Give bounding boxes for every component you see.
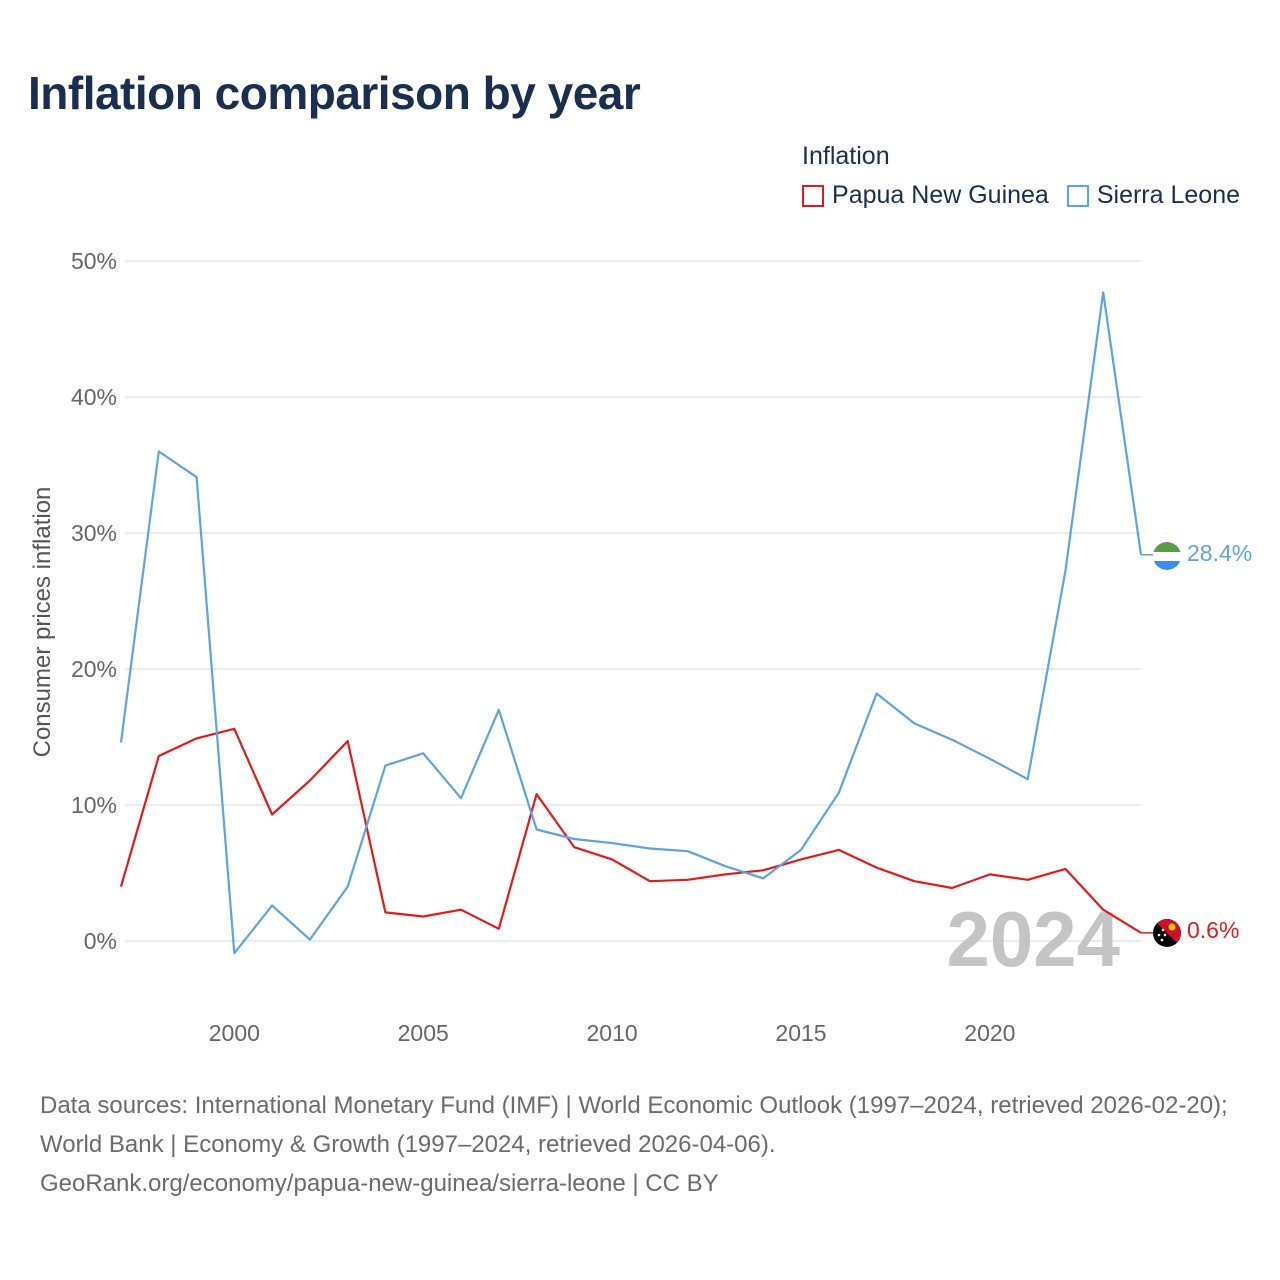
- legend: Inflation Papua New Guinea Sierra Leone: [802, 142, 1240, 210]
- data-point-papua-new-guinea[interactable]: [1097, 904, 1109, 916]
- data-point-sierra-leone[interactable]: [833, 787, 845, 799]
- data-point-papua-new-guinea[interactable]: [266, 809, 278, 821]
- data-point-sierra-leone[interactable]: [757, 872, 769, 884]
- footer: Data sources: International Monetary Fun…: [40, 1086, 1250, 1203]
- data-point-papua-new-guinea[interactable]: [115, 881, 127, 893]
- data-point-sierra-leone[interactable]: [1059, 565, 1071, 577]
- data-point-sierra-leone[interactable]: [946, 734, 958, 746]
- y-tick-label: 0%: [84, 928, 117, 954]
- legend-item-papua-new-guinea[interactable]: Papua New Guinea: [802, 181, 1049, 210]
- year-watermark: 2024: [946, 895, 1120, 983]
- data-point-papua-new-guinea[interactable]: [946, 882, 958, 894]
- data-point-sierra-leone[interactable]: [1022, 773, 1034, 785]
- y-tick-label: 50%: [71, 248, 117, 274]
- data-point-sierra-leone[interactable]: [531, 823, 543, 835]
- data-point-papua-new-guinea[interactable]: [379, 906, 391, 918]
- series-line-papua-new-guinea: [119, 727, 1142, 934]
- data-point-sierra-leone[interactable]: [606, 837, 618, 849]
- legend-label-papua-new-guinea: Papua New Guinea: [832, 181, 1049, 209]
- legend-swatch-papua-new-guinea: [802, 184, 825, 207]
- data-point-papua-new-guinea[interactable]: [908, 875, 920, 887]
- data-point-sierra-leone[interactable]: [984, 753, 996, 765]
- data-point-papua-new-guinea[interactable]: [191, 732, 203, 744]
- x-tick-label: 2020: [964, 1020, 1015, 1046]
- y-axis-title: Consumer prices inflation: [29, 487, 56, 758]
- data-point-papua-new-guinea[interactable]: [342, 735, 354, 747]
- data-point-sierra-leone[interactable]: [795, 844, 807, 856]
- flag-papua-new-guinea-icon: [1153, 919, 1181, 947]
- data-point-sierra-leone[interactable]: [1097, 286, 1109, 298]
- end-label-sierra-leone: 28.4%: [1187, 540, 1252, 566]
- data-point-sierra-leone[interactable]: [266, 900, 278, 912]
- end-markers: [1153, 542, 1181, 947]
- data-point-sierra-leone[interactable]: [908, 717, 920, 729]
- y-tick-label: 10%: [71, 792, 117, 818]
- data-point-papua-new-guinea[interactable]: [493, 923, 505, 935]
- data-point-sierra-leone[interactable]: [719, 860, 731, 872]
- legend-item-sierra-leone[interactable]: Sierra Leone: [1066, 181, 1240, 210]
- data-point-sierra-leone[interactable]: [342, 881, 354, 893]
- legend-label-sierra-leone: Sierra Leone: [1096, 181, 1240, 209]
- data-point-sierra-leone[interactable]: [153, 445, 165, 457]
- data-point-papua-new-guinea[interactable]: [455, 904, 467, 916]
- data-point-sierra-leone[interactable]: [115, 736, 127, 748]
- chart-title: Inflation comparison by year: [28, 67, 641, 119]
- data-point-papua-new-guinea[interactable]: [984, 868, 996, 880]
- data-point-papua-new-guinea[interactable]: [606, 853, 618, 865]
- series-lines: [115, 286, 1153, 959]
- data-point-papua-new-guinea[interactable]: [833, 844, 845, 856]
- y-tick-label: 30%: [71, 520, 117, 546]
- flag-sierra-leone-icon: [1153, 542, 1181, 570]
- data-point-papua-new-guinea[interactable]: [228, 723, 240, 735]
- data-point-sierra-leone[interactable]: [682, 845, 694, 857]
- data-point-sierra-leone[interactable]: [228, 947, 240, 959]
- source-link[interactable]: GeoRank.org/economy/papua-new-guinea/sie…: [40, 1170, 719, 1197]
- line-chart: 0% 10% 20% 30% 40% 50% 2000 2005 2010 2015 2020 C…: [29, 248, 1252, 1046]
- y-axis: 0% 10% 20% 30% 40% 50%: [71, 248, 117, 954]
- data-point-sierra-leone[interactable]: [191, 471, 203, 483]
- legend-swatch-sierra-leone: [1066, 184, 1089, 207]
- data-point-sierra-leone[interactable]: [417, 747, 429, 759]
- data-point-papua-new-guinea[interactable]: [304, 775, 316, 787]
- data-point-papua-new-guinea[interactable]: [417, 911, 429, 923]
- data-point-sierra-leone[interactable]: [455, 792, 467, 804]
- data-point-sierra-leone[interactable]: [493, 704, 505, 716]
- data-point-papua-new-guinea[interactable]: [682, 874, 694, 886]
- data-point-papua-new-guinea[interactable]: [871, 862, 883, 874]
- data-point-sierra-leone[interactable]: [568, 833, 580, 845]
- end-label-papua-new-guinea: 0.6%: [1187, 917, 1239, 943]
- gridlines: [125, 260, 1141, 942]
- data-point-papua-new-guinea[interactable]: [1059, 863, 1071, 875]
- series-line-sierra-leone: [119, 291, 1143, 955]
- y-tick-label: 20%: [71, 656, 117, 682]
- x-axis: 2000 2005 2010 2015 2020: [209, 1020, 1016, 1046]
- data-point-sierra-leone[interactable]: [379, 760, 391, 772]
- x-tick-label: 2000: [209, 1020, 260, 1046]
- data-point-papua-new-guinea[interactable]: [644, 875, 656, 887]
- x-tick-label: 2010: [587, 1020, 638, 1046]
- data-point-sierra-leone[interactable]: [871, 687, 883, 699]
- data-point-papua-new-guinea[interactable]: [531, 788, 543, 800]
- data-point-sierra-leone[interactable]: [644, 843, 656, 855]
- data-point-papua-new-guinea[interactable]: [153, 750, 165, 762]
- x-tick-label: 2005: [398, 1020, 449, 1046]
- y-tick-label: 40%: [71, 384, 117, 410]
- data-point-papua-new-guinea[interactable]: [1022, 874, 1034, 886]
- data-point-sierra-leone[interactable]: [304, 934, 316, 946]
- data-sources: Data sources: International Monetary Fun…: [40, 1092, 1228, 1158]
- x-tick-label: 2015: [775, 1020, 826, 1046]
- legend-title: Inflation: [802, 142, 890, 170]
